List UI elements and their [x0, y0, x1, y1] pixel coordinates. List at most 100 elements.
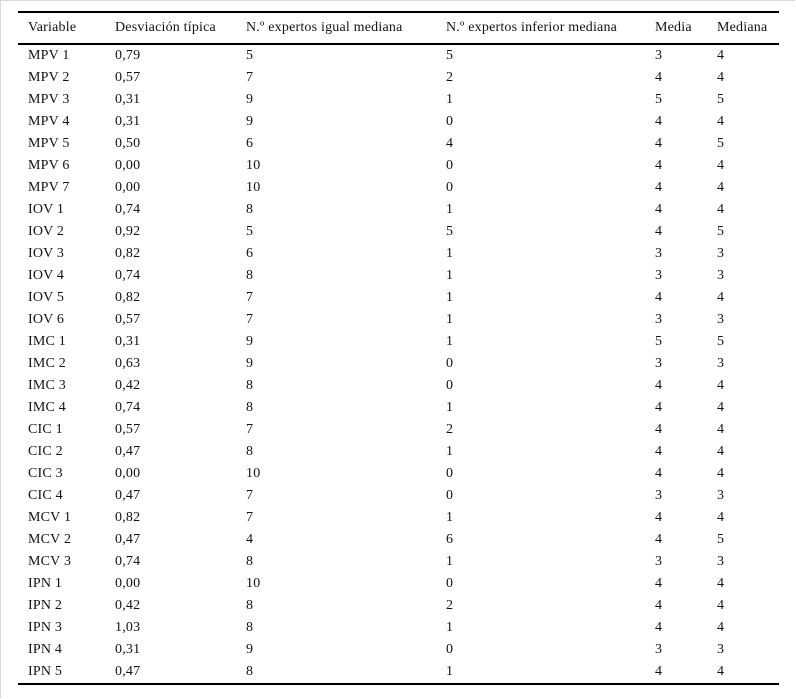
table-cell: CIC 4 [28, 488, 63, 503]
table-cell: 4 [655, 224, 663, 239]
table-cell: 5 [717, 532, 725, 547]
table-cell: 0,31 [115, 334, 141, 349]
table-cell: IMC 2 [28, 356, 66, 371]
table-cell: 3 [717, 312, 725, 327]
table-cell: 9 [246, 114, 254, 129]
table-row: MPV 7 0,00 10 0 4 4 [18, 177, 779, 199]
table-row: IOV 1 0,74 8 1 4 4 [18, 199, 779, 221]
table-cell: 4 [717, 576, 725, 591]
table-cell: 3 [655, 48, 663, 63]
table-cell: 4 [717, 510, 725, 525]
table-cell: 0,92 [115, 224, 141, 239]
table-cell: 0,82 [115, 510, 141, 525]
table-row: MPV 4 0,31 9 0 4 4 [18, 111, 779, 133]
table-cell: 0,47 [115, 444, 141, 459]
table-cell: 0,57 [115, 70, 141, 85]
table-row: IPN 3 1,03 8 1 4 4 [18, 617, 779, 639]
table-cell: 4 [717, 466, 725, 481]
table-row: IMC 2 0,63 9 0 3 3 [18, 353, 779, 375]
table-cell: 4 [655, 510, 663, 525]
table-cell: 7 [246, 488, 254, 503]
table-cell: 3 [717, 356, 725, 371]
table-cell: 4 [717, 598, 725, 613]
table-cell: 4 [655, 114, 663, 129]
table-cell: 5 [717, 92, 725, 107]
table-row: MPV 1 0,79 5 5 3 4 [18, 44, 779, 67]
table-cell: 0,50 [115, 136, 141, 151]
table-cell: 0,82 [115, 290, 141, 305]
table-cell: 5 [655, 334, 663, 349]
table-cell: 4 [655, 400, 663, 415]
table-cell: 4 [717, 158, 725, 173]
table-cell: 0,82 [115, 246, 141, 261]
table-cell: IOV 3 [28, 246, 65, 261]
table-cell: IMC 4 [28, 400, 66, 415]
table-cell: 1 [446, 510, 454, 525]
table-cell: 7 [246, 290, 254, 305]
table-cell: 5 [446, 224, 454, 239]
table-cell: 8 [246, 664, 254, 679]
table-cell: 3 [655, 488, 663, 503]
table-cell: 4 [655, 70, 663, 85]
table-cell: 1 [446, 334, 454, 349]
table-cell: 1 [446, 246, 454, 261]
table-cell: 4 [717, 444, 725, 459]
table-cell: 9 [246, 334, 254, 349]
table-cell: 0,31 [115, 114, 141, 129]
table-cell: 4 [655, 422, 663, 437]
table-row: MPV 6 0,00 10 0 4 4 [18, 155, 779, 177]
table-row: IPN 4 0,31 9 0 3 3 [18, 639, 779, 661]
table-cell: 0 [446, 180, 454, 195]
table-cell: CIC 1 [28, 422, 63, 437]
table-cell: 1 [446, 312, 454, 327]
table-cell: 7 [246, 312, 254, 327]
table-cell: 4 [655, 664, 663, 679]
table-row: IPN 5 0,47 8 1 4 4 [18, 661, 779, 684]
table-cell: 0,74 [115, 554, 141, 569]
table-cell: 4 [717, 400, 725, 415]
table-cell: 0,00 [115, 466, 141, 481]
table-cell: 4 [717, 70, 725, 85]
table-cell: CIC 2 [28, 444, 63, 459]
table-cell: 8 [246, 268, 254, 283]
table-cell: 0,47 [115, 488, 141, 503]
table-cell: 4 [655, 180, 663, 195]
table-cell: 5 [655, 92, 663, 107]
table-cell: MPV 3 [28, 92, 70, 107]
table-cell: 0 [446, 158, 454, 173]
table-cell: 0,42 [115, 598, 141, 613]
table-row: MPV 3 0,31 9 1 5 5 [18, 89, 779, 111]
table-cell: 4 [717, 290, 725, 305]
table-cell: 4 [655, 378, 663, 393]
table-cell: 4 [655, 576, 663, 591]
table-cell: 5 [246, 224, 254, 239]
table-row: IPN 1 0,00 10 0 4 4 [18, 573, 779, 595]
table-cell: 8 [246, 202, 254, 217]
table-cell: 7 [246, 422, 254, 437]
table-row: CIC 2 0,47 8 1 4 4 [18, 441, 779, 463]
table-cell: IPN 1 [28, 576, 63, 591]
column-header-desviacion-tipica: Desviación típica [115, 12, 246, 45]
table-cell: 1 [446, 202, 454, 217]
table-row: IMC 4 0,74 8 1 4 4 [18, 397, 779, 419]
table-cell: 8 [246, 554, 254, 569]
table-row: MCV 1 0,82 7 1 4 4 [18, 507, 779, 529]
table-row: MCV 2 0,47 4 6 4 5 [18, 529, 779, 551]
table-cell: 2 [446, 598, 454, 613]
table-cell: 2 [446, 70, 454, 85]
table-cell: 0,74 [115, 400, 141, 415]
table-cell: 1 [446, 400, 454, 415]
table-cell: IPN 4 [28, 642, 63, 657]
table-cell: 6 [446, 532, 454, 547]
table-cell: 1 [446, 92, 454, 107]
table-cell: 9 [246, 356, 254, 371]
table-cell: MPV 2 [28, 70, 70, 85]
table-row: IMC 1 0,31 9 1 5 5 [18, 331, 779, 353]
table-cell: 0,74 [115, 202, 141, 217]
table-cell: IOV 6 [28, 312, 65, 327]
table-cell: 3 [717, 554, 725, 569]
table-cell: 10 [246, 158, 261, 173]
table-cell: 4 [655, 466, 663, 481]
table-cell: 0 [446, 114, 454, 129]
table-cell: IOV 4 [28, 268, 65, 283]
